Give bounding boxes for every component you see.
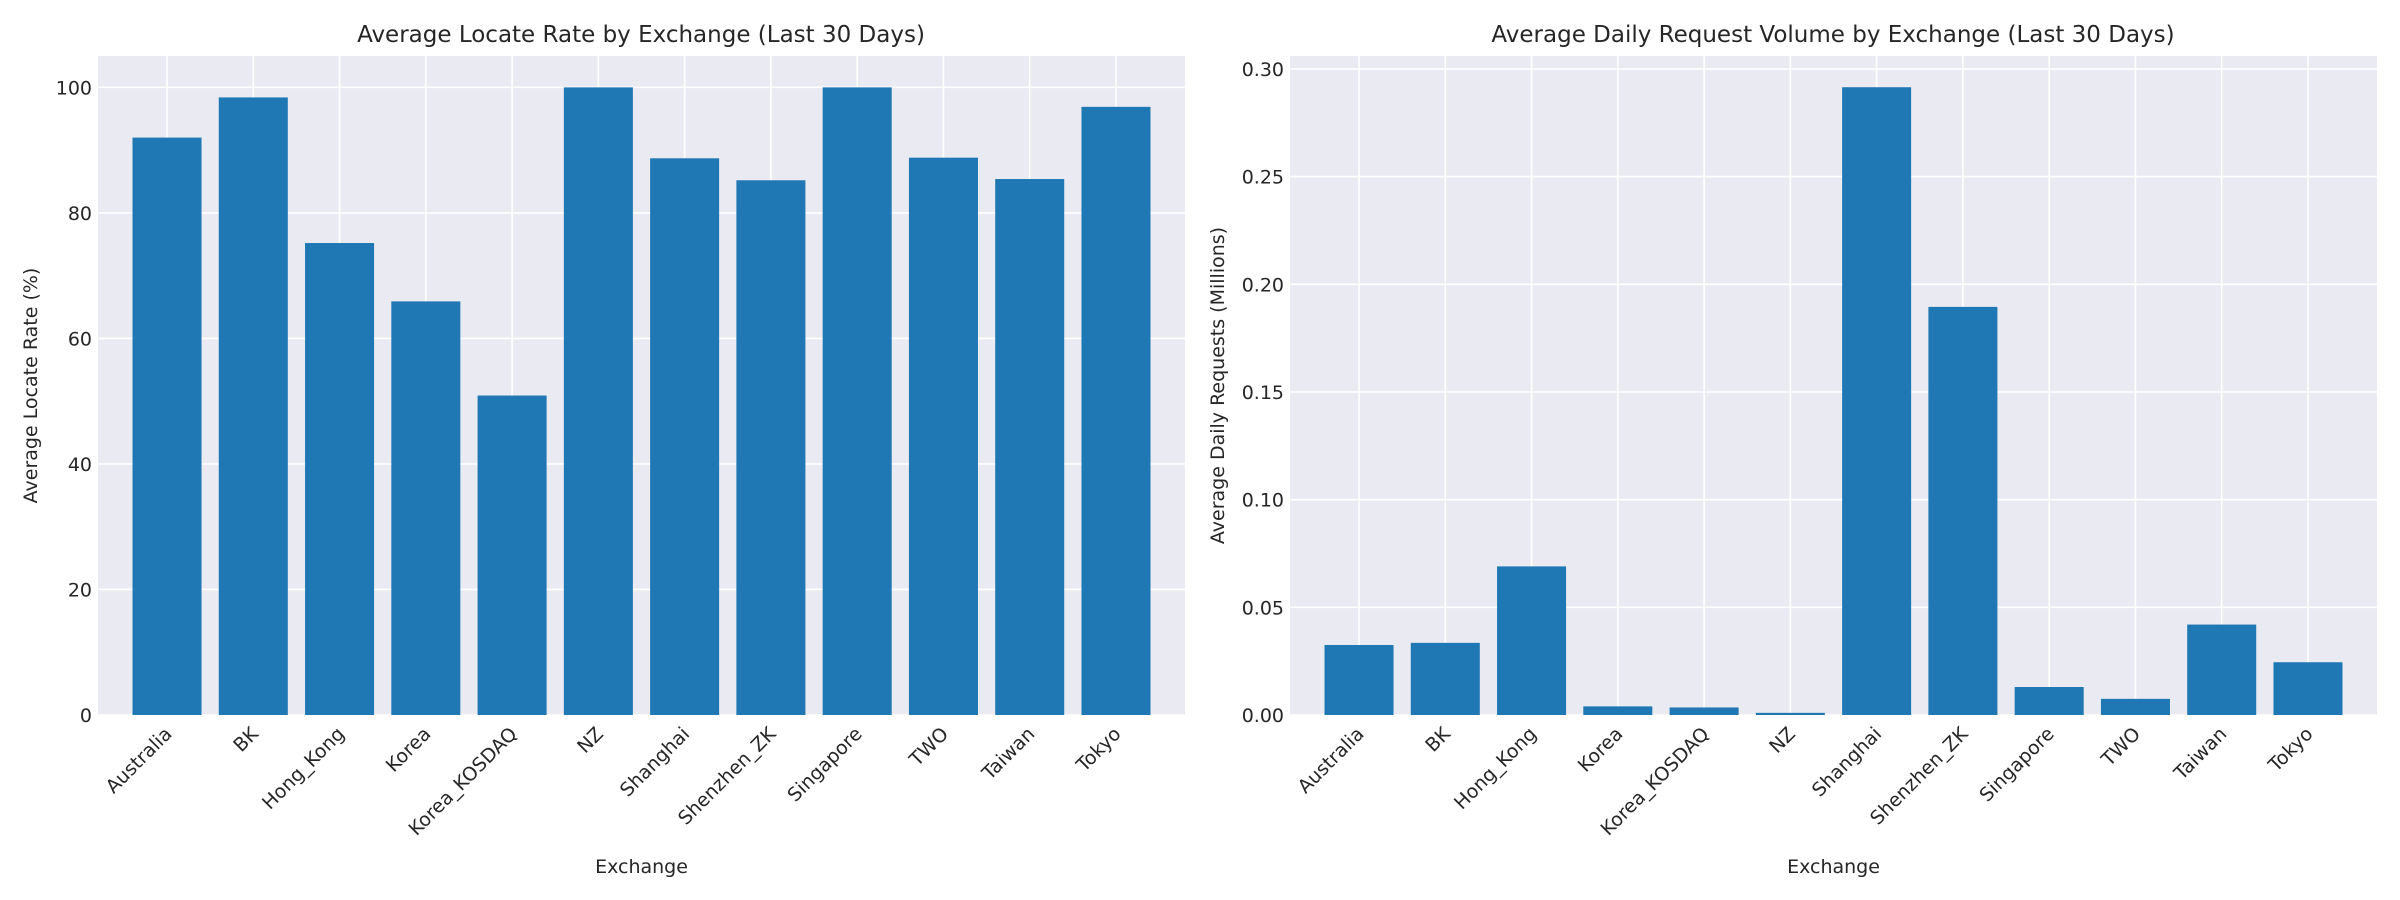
y-tick-label: 20	[68, 579, 92, 601]
bar-singapore	[2014, 687, 2084, 715]
y-tick-label: 0	[80, 705, 92, 727]
plot-area	[1290, 56, 2377, 715]
y-axis-label: Average Daily Requests (Millions)	[1207, 227, 1229, 544]
x-tick-label: Tokyo	[2264, 723, 2318, 777]
y-tick-label: 80	[68, 203, 92, 225]
bar-korea	[391, 301, 461, 715]
bar-bk	[1410, 642, 1480, 715]
bar-korea	[1583, 706, 1653, 715]
x-tick-label: Korea	[382, 723, 436, 777]
x-tick-label: Tokyo	[1072, 723, 1126, 777]
bar-shenzhen-zk	[1928, 306, 1998, 715]
x-tick-label: Korea	[1574, 723, 1628, 777]
bar-korea-kosdaq	[477, 395, 547, 715]
y-tick-label: 0.30	[1242, 59, 1284, 81]
locate-rate-chart: Average Locate Rate by Exchange (Last 30…	[20, 22, 1185, 878]
bar-tokyo	[2273, 662, 2343, 715]
bar-korea-kosdaq	[1669, 707, 1739, 715]
x-tick-label: Hong_Kong	[258, 723, 349, 814]
bar-hong-kong	[1497, 566, 1567, 715]
x-tick-label: TWO	[2097, 723, 2145, 771]
bar-tokyo	[1081, 106, 1151, 715]
y-tick-label: 0.00	[1242, 705, 1284, 727]
x-tick-label: Taiwan	[2169, 723, 2231, 785]
bar-bk	[218, 97, 288, 716]
bar-shenzhen-zk	[736, 180, 806, 716]
x-tick-label: BK	[1421, 723, 1455, 757]
x-tick-label: Shanghai	[616, 723, 694, 801]
y-tick-label: 40	[68, 454, 92, 476]
bar-nz	[1755, 712, 1825, 715]
bar-australia	[132, 137, 202, 716]
x-tick-label: Singapore	[783, 723, 866, 806]
bar-taiwan	[2187, 624, 2257, 715]
y-tick-label: 100	[56, 77, 92, 99]
chart-title: Average Locate Rate by Exchange (Last 30…	[357, 22, 925, 48]
bar-two	[2100, 698, 2170, 715]
bar-shanghai	[1842, 87, 1912, 716]
x-tick-label: Hong_Kong	[1450, 723, 1541, 814]
y-tick-label: 0.10	[1242, 490, 1284, 512]
x-axis-label: Exchange	[1787, 856, 1880, 878]
x-tick-label: Australia	[102, 723, 177, 798]
x-tick-label: BK	[229, 723, 263, 757]
bar-nz	[563, 87, 633, 715]
x-tick-label: TWO	[905, 723, 953, 771]
request-volume-chart: Average Daily Request Volume by Exchange…	[1207, 22, 2377, 878]
y-tick-label: 0.05	[1242, 597, 1284, 619]
chart-title: Average Daily Request Volume by Exchange…	[1491, 22, 2174, 48]
y-tick-label: 0.25	[1242, 167, 1284, 189]
x-tick-label: Shanghai	[1808, 723, 1886, 801]
bar-australia	[1324, 645, 1394, 715]
y-tick-label: 60	[68, 328, 92, 350]
bar-shanghai	[650, 158, 720, 716]
y-tick-label: 0.20	[1242, 274, 1284, 296]
bar-taiwan	[995, 179, 1065, 716]
bar-singapore	[822, 87, 892, 715]
bar-hong-kong	[305, 243, 375, 716]
x-tick-label: Taiwan	[977, 723, 1039, 785]
x-tick-label: Australia	[1294, 723, 1369, 798]
x-tick-label: Singapore	[1975, 723, 2058, 806]
y-axis-label: Average Locate Rate (%)	[20, 268, 42, 504]
x-tick-label: NZ	[573, 723, 608, 758]
y-tick-label: 0.15	[1242, 382, 1284, 404]
x-axis-label: Exchange	[595, 856, 688, 878]
x-tick-label: NZ	[1765, 723, 1800, 758]
bar-two	[908, 157, 978, 715]
